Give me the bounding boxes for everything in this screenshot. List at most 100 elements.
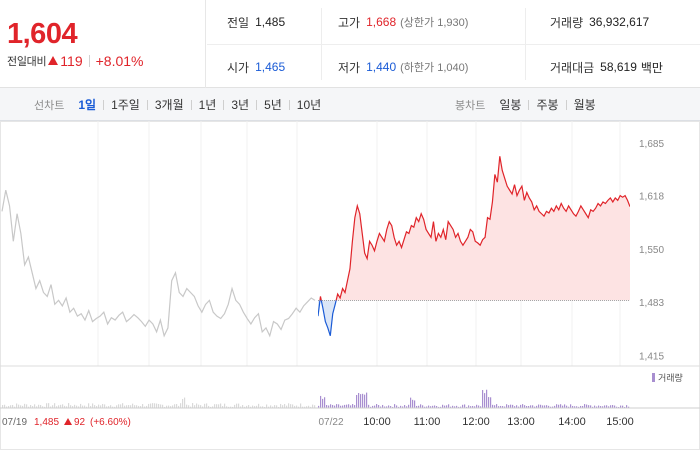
volume-bar	[42, 406, 44, 408]
period-tab-3y[interactable]: 3년	[231, 98, 250, 112]
volume-bar	[332, 404, 334, 408]
volume-bar	[618, 406, 620, 408]
volume-bar	[108, 406, 110, 408]
volume-bar	[436, 406, 438, 408]
volume-bar	[432, 405, 434, 408]
candle-chart-label: 봉차트	[455, 99, 486, 112]
volume-bar	[302, 406, 304, 408]
volume-bar	[186, 404, 188, 408]
volume-bar	[248, 405, 250, 408]
volume-bar	[470, 406, 472, 408]
volume-bar	[540, 404, 542, 408]
volume-bar	[282, 405, 284, 408]
volume-bar	[514, 406, 516, 408]
volume-bar	[310, 406, 312, 408]
volume-bar	[60, 404, 62, 408]
volume-bar	[188, 405, 190, 408]
volume-bar	[396, 405, 398, 408]
volume-bar	[136, 405, 138, 408]
volume-bar	[174, 404, 176, 408]
volume-bar	[112, 406, 114, 408]
candle-tab-daily[interactable]: 일봉	[499, 98, 522, 112]
volume-bar	[238, 403, 240, 408]
volume-bar	[336, 404, 338, 408]
volume-bar	[382, 404, 384, 408]
volume-bars	[0, 389, 700, 409]
volume-bar	[586, 404, 588, 408]
volume-bar	[176, 404, 178, 408]
price-chart[interactable]: 1,415 1,483 1,550 1,618 1,685 거래량 07/19 1,485…	[0, 121, 700, 450]
candle-tab-monthly[interactable]: 월봉	[573, 98, 596, 112]
volume-bar	[194, 405, 196, 408]
volume-bar	[28, 406, 30, 408]
cell-value: 58,619	[600, 60, 637, 74]
volume-bar	[48, 403, 50, 408]
volume-bar	[292, 404, 294, 408]
period-tab-1y[interactable]: 1년	[198, 98, 217, 112]
volume-bar	[84, 405, 86, 408]
volume-bar	[106, 406, 108, 408]
prev-day-change-percent: (+6.60%)	[90, 417, 131, 428]
volume-bar	[580, 405, 582, 408]
volume-bar	[72, 406, 74, 408]
volume-bar	[506, 404, 508, 408]
volume-bar	[172, 405, 174, 408]
volume-bar	[150, 403, 152, 408]
volume-bar	[552, 406, 554, 408]
candle-chart-periods: 봉차트 일봉 주봉 월봉	[455, 88, 596, 121]
period-tab-10y[interactable]: 10년	[296, 98, 322, 112]
x-tick-label: 11:00	[414, 416, 441, 428]
volume-bar	[66, 406, 68, 408]
volume-bar	[520, 404, 522, 408]
volume-bar	[386, 406, 388, 408]
volume-bar	[54, 403, 56, 408]
volume-bar	[24, 403, 26, 408]
volume-bar	[522, 404, 524, 408]
volume-bar	[606, 405, 608, 408]
period-tab-5y[interactable]: 5년	[264, 98, 282, 112]
volume-bar	[360, 394, 362, 408]
volume-bar	[146, 405, 148, 408]
quote-cell-prev-close: 전일 1,485	[227, 0, 285, 44]
volume-bar	[468, 405, 470, 408]
volume-bar	[400, 405, 402, 408]
prev-day-close: 1,485	[34, 417, 59, 428]
volume-bar	[184, 397, 186, 408]
volume-bar	[596, 406, 598, 408]
quote-cell-open: 시가 1,465	[227, 45, 285, 89]
volume-bar	[266, 404, 268, 408]
volume-bar	[306, 406, 308, 408]
cell-key: 저가	[338, 60, 361, 75]
volume-bar	[158, 404, 160, 408]
volume-bar	[20, 405, 22, 408]
volume-bar	[14, 406, 16, 408]
volume-bar	[438, 406, 440, 408]
volume-bar	[76, 405, 78, 408]
volume-bar	[224, 403, 226, 408]
volume-bar	[510, 404, 512, 408]
period-tab-1w[interactable]: 1주일	[111, 98, 140, 112]
volume-legend-label: 거래량	[658, 372, 683, 383]
volume-bar	[218, 404, 220, 408]
volume-bar	[320, 395, 322, 408]
period-tab-3m[interactable]: 3개월	[154, 98, 184, 112]
prev-day-change: 92	[74, 417, 86, 428]
candle-tab-weekly[interactable]: 주봉	[536, 98, 559, 112]
volume-bar	[156, 403, 158, 408]
volume-bar	[598, 405, 600, 408]
volume-bar	[92, 403, 94, 408]
period-tab-1d[interactable]: 1일	[78, 98, 97, 112]
volume-bar	[210, 406, 212, 408]
volume-bar	[180, 403, 182, 408]
up-triangle-icon	[64, 418, 72, 425]
quote-cell-trade-value: 거래대금 58,619 백만	[550, 45, 663, 89]
volume-bar	[550, 406, 552, 408]
divider	[103, 99, 105, 110]
volume-bar	[412, 399, 414, 408]
volume-bar	[426, 406, 428, 408]
volume-bar	[624, 406, 626, 408]
volume-bar	[166, 405, 168, 408]
unit-label: 백만	[640, 60, 663, 75]
volume-bar	[222, 406, 224, 408]
change-row: 전일대비 119 +8.01%	[7, 53, 143, 69]
